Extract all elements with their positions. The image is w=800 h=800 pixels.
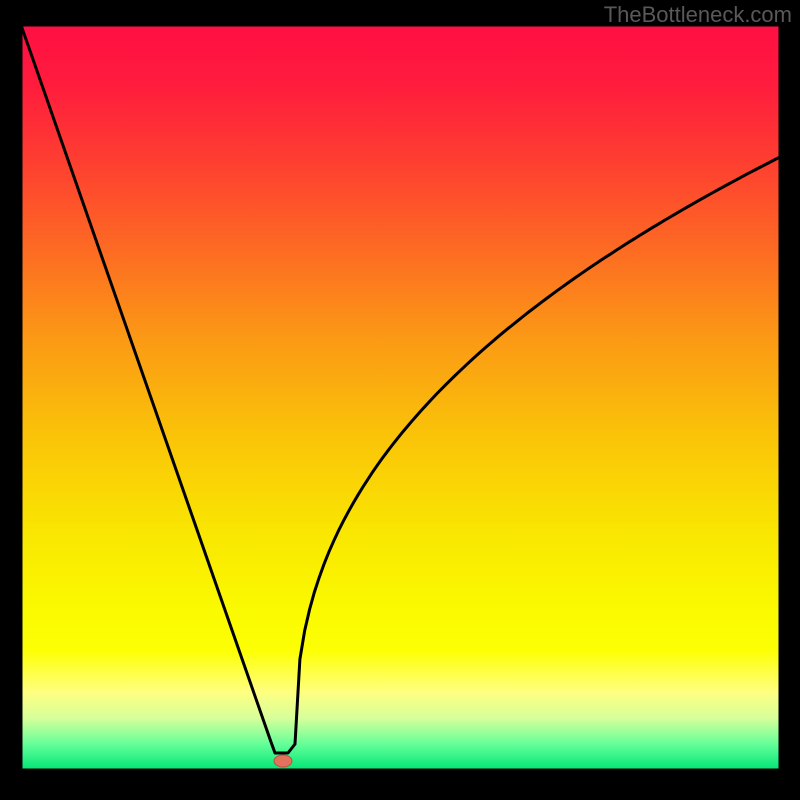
bottleneck-marker (274, 755, 292, 767)
watermark-text: TheBottleneck.com (604, 2, 792, 28)
bottleneck-chart: TheBottleneck.com (0, 0, 800, 800)
chart-svg (0, 0, 800, 800)
gradient-fill (21, 25, 780, 770)
